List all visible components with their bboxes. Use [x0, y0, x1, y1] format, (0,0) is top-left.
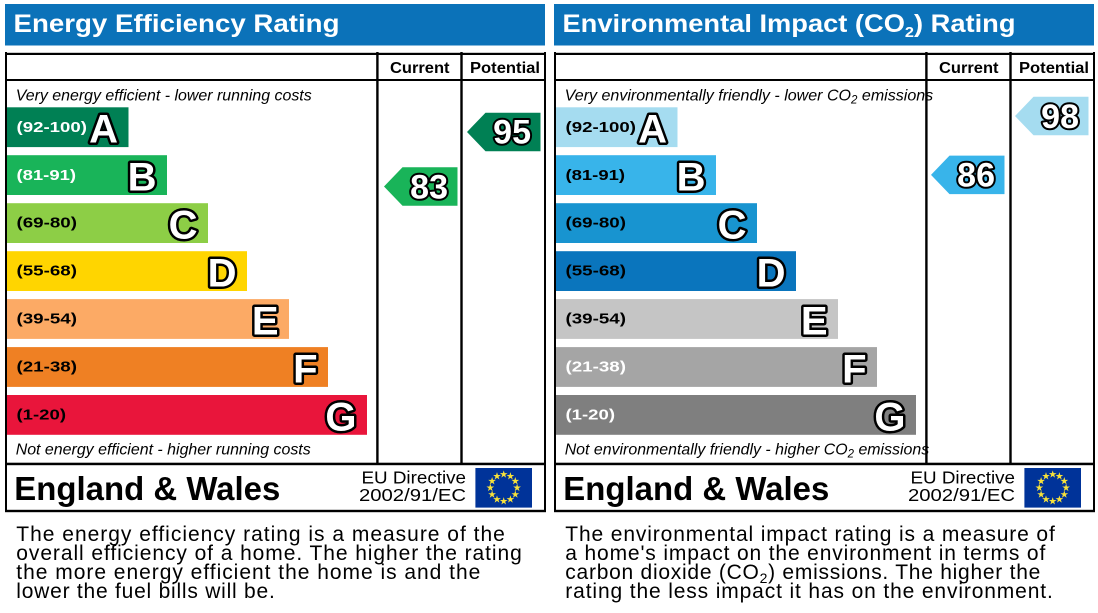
svg-text:F: F: [293, 347, 317, 391]
svg-text:G: G: [874, 395, 905, 439]
svg-text:(1-20): (1-20): [17, 407, 67, 424]
svg-text:B: B: [677, 156, 706, 200]
svg-text:C: C: [169, 204, 198, 248]
svg-text:F: F: [842, 347, 866, 391]
svg-text:D: D: [757, 252, 786, 296]
svg-text:83: 83: [410, 168, 448, 206]
svg-text:The energy efficiency rating i: The energy efficiency rating is a measur…: [16, 523, 505, 546]
svg-text:(21-38): (21-38): [17, 359, 78, 376]
svg-text:carbon dioxide (CO2) emissions: carbon dioxide (CO2) emissions. The high…: [565, 561, 1040, 586]
svg-text:E: E: [801, 299, 828, 343]
svg-text:rating the less impact it has: rating the less impact it has on the env…: [565, 580, 1053, 603]
svg-text:Very environmentally friendly: Very environmentally friendly - lower CO…: [565, 87, 934, 106]
svg-text:Potential: Potential: [1019, 60, 1089, 77]
svg-text:overall efficiency of a home.: overall efficiency of a home. The higher…: [16, 542, 522, 565]
svg-text:England & Wales: England & Wales: [14, 470, 280, 507]
svg-text:Energy Efficiency Rating: Energy Efficiency Rating: [14, 10, 340, 38]
svg-text:(21-38): (21-38): [566, 359, 627, 376]
svg-text:EU Directive: EU Directive: [911, 468, 1016, 488]
svg-text:Current: Current: [390, 60, 450, 77]
svg-text:(81-91): (81-91): [566, 167, 626, 184]
svg-text:(1-20): (1-20): [566, 407, 616, 424]
svg-text:a home's impact on the environ: a home's impact on the environment in te…: [565, 542, 1045, 565]
svg-text:England & Wales: England & Wales: [563, 470, 829, 507]
svg-text:Not energy efficient - higher: Not energy efficient - higher running co…: [16, 442, 311, 459]
svg-text:(69-80): (69-80): [566, 215, 627, 232]
svg-text:lower the fuel bills will be.: lower the fuel bills will be.: [16, 580, 275, 603]
svg-text:(92-100): (92-100): [566, 119, 637, 136]
svg-text:(55-68): (55-68): [566, 263, 627, 280]
svg-text:2002/91/EC: 2002/91/EC: [359, 485, 466, 505]
svg-text:EU Directive: EU Directive: [362, 468, 467, 488]
svg-text:(39-54): (39-54): [17, 311, 78, 328]
svg-text:(81-91): (81-91): [17, 167, 77, 184]
svg-text:98: 98: [1041, 98, 1079, 136]
svg-text:(55-68): (55-68): [17, 263, 78, 280]
svg-text:Potential: Potential: [470, 60, 540, 77]
svg-text:95: 95: [493, 114, 531, 152]
svg-text:A: A: [638, 108, 667, 152]
svg-text:2002/91/EC: 2002/91/EC: [908, 485, 1015, 505]
svg-text:Not environmentally friendly -: Not environmentally friendly - higher CO…: [565, 442, 930, 461]
svg-text:C: C: [718, 204, 747, 248]
svg-text:E: E: [252, 299, 279, 343]
svg-text:Current: Current: [939, 60, 999, 77]
svg-text:Environmental Impact (CO2) Rat: Environmental Impact (CO 2) Rating: [563, 10, 1016, 41]
svg-text:A: A: [89, 108, 118, 152]
svg-text:G: G: [325, 395, 356, 439]
svg-text:Very energy efficient - lower: Very energy efficient - lower running co…: [16, 87, 312, 104]
svg-text:86: 86: [957, 157, 995, 195]
svg-text:B: B: [128, 156, 157, 200]
svg-text:the more energy efficient the: the more energy efficient the home is an…: [16, 561, 480, 584]
svg-text:(69-80): (69-80): [17, 215, 78, 232]
svg-text:(39-54): (39-54): [566, 311, 627, 328]
svg-text:(92-100): (92-100): [17, 119, 88, 136]
svg-text:The environmental impact ratin: The environmental impact rating is a mea…: [565, 523, 1055, 546]
svg-text:D: D: [208, 252, 237, 296]
